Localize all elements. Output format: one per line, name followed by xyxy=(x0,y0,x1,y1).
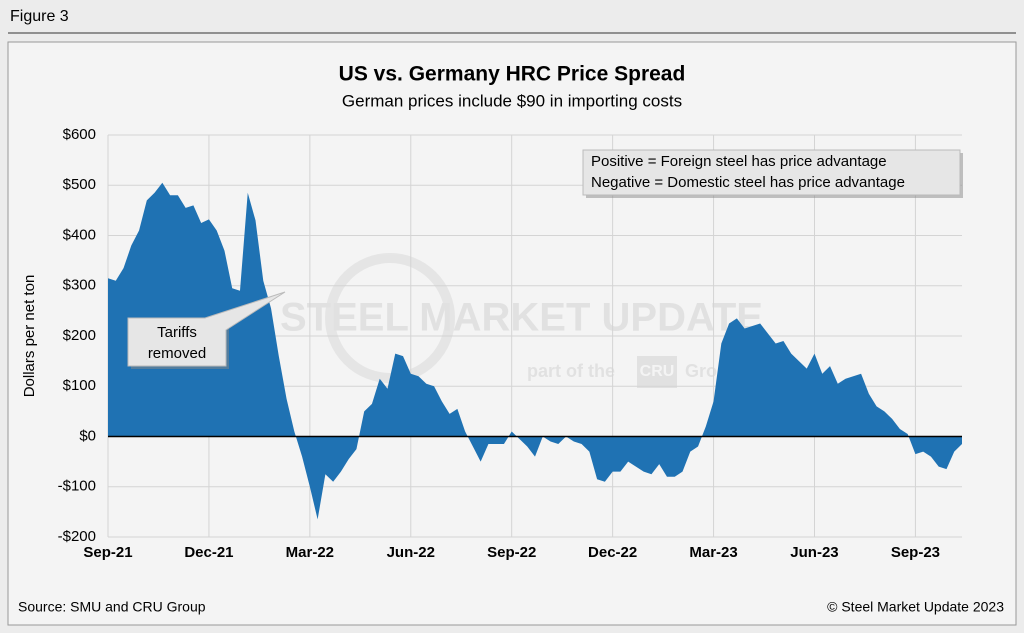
y-tick-label: $500 xyxy=(63,176,96,193)
watermark-text: CRU xyxy=(640,363,675,380)
x-tick-label: Jun-22 xyxy=(387,544,435,561)
y-axis-label: Dollars per net ton xyxy=(21,275,38,398)
y-tick-label: $100 xyxy=(63,377,96,394)
area xyxy=(108,182,962,520)
y-tick-label: $400 xyxy=(63,226,96,243)
note-box xyxy=(582,149,961,196)
copyright: © Steel Market Update 2023 xyxy=(827,599,1004,615)
x-tick-label: Sep-21 xyxy=(83,544,132,561)
y-tick-label: $600 xyxy=(63,126,96,143)
watermark-box xyxy=(637,356,677,388)
x-tick-label: Sep-22 xyxy=(487,544,536,561)
source: Source: SMU and CRU Group xyxy=(18,599,206,615)
x-tick-label: Mar-22 xyxy=(286,544,334,561)
callout-text: removed xyxy=(148,345,206,362)
x-tick-label: Dec-22 xyxy=(588,544,637,561)
y-tick-label: $300 xyxy=(63,277,96,294)
figure-label: Figure 3 xyxy=(10,8,69,25)
watermark: STEEL MARKET UPDATE part of the CRU Grou… xyxy=(280,253,763,388)
callout-text: Tariffs xyxy=(157,324,197,341)
plot: -$200 -$100 $0 $100 $200 $300 $400 $500 $600 Sep-… xyxy=(58,126,962,561)
x-tick-label: Jun-23 xyxy=(790,544,838,561)
x-tick-label: Sep-23 xyxy=(891,544,940,561)
note-text: Positive = Foreign steel has price advan… xyxy=(591,153,887,170)
y-tick-label: $200 xyxy=(63,327,96,344)
watermark-text: part of the xyxy=(527,361,615,381)
chart-subtitle: German prices include $90 in importing c… xyxy=(342,91,682,110)
y-tick-label: -$200 xyxy=(58,528,96,545)
watermark-text: STEEL MARKET UPDATE xyxy=(280,296,763,340)
callout-box xyxy=(127,291,286,367)
y-tick-label: -$100 xyxy=(58,478,96,495)
chart-title: US vs. Germany HRC Price Spread xyxy=(339,63,686,86)
note-text: Negative = Domestic steel has price adva… xyxy=(591,174,905,191)
y-tick-label: $0 xyxy=(79,427,96,444)
x-tick-label: Mar-23 xyxy=(689,544,737,561)
x-tick-label: Dec-21 xyxy=(184,544,233,561)
